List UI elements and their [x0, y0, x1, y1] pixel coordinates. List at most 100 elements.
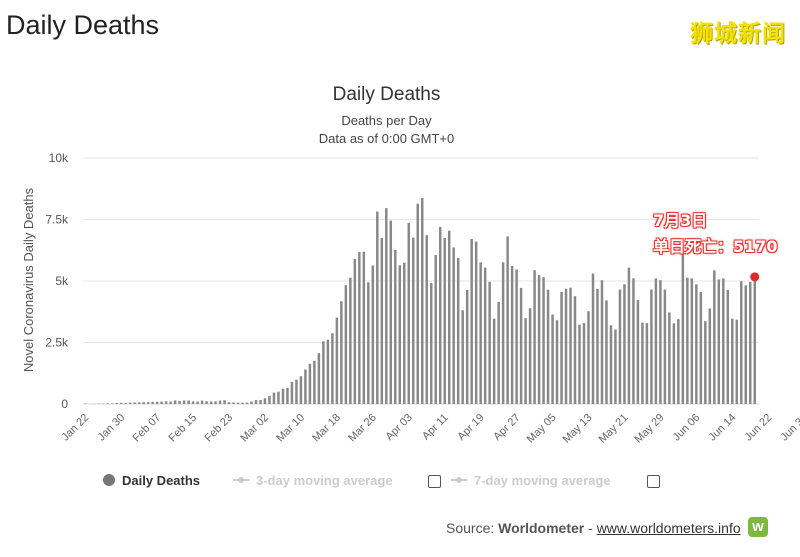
bar[interactable]: [344, 285, 348, 404]
bar[interactable]: [236, 402, 240, 404]
bar[interactable]: [182, 400, 186, 404]
bar[interactable]: [295, 379, 298, 404]
bar[interactable]: [519, 287, 523, 404]
bar[interactable]: [569, 287, 572, 404]
bar[interactable]: [537, 275, 541, 404]
bar[interactable]: [191, 401, 195, 404]
bar[interactable]: [699, 291, 703, 404]
bar[interactable]: [277, 391, 280, 404]
bar[interactable]: [367, 282, 370, 404]
bar[interactable]: [470, 238, 473, 404]
bar[interactable]: [403, 262, 406, 404]
bar[interactable]: [524, 318, 527, 404]
bar[interactable]: [380, 237, 384, 404]
bar[interactable]: [618, 289, 622, 404]
bar[interactable]: [474, 241, 478, 404]
bar[interactable]: [299, 376, 303, 404]
bar[interactable]: [717, 279, 721, 404]
bar[interactable]: [483, 267, 487, 404]
bar[interactable]: [245, 402, 249, 404]
bar[interactable]: [421, 198, 424, 404]
bar[interactable]: [645, 323, 649, 404]
bar[interactable]: [187, 400, 190, 404]
bar[interactable]: [223, 400, 226, 404]
bar[interactable]: [349, 277, 352, 404]
bar[interactable]: [128, 402, 132, 404]
bar[interactable]: [650, 289, 653, 404]
bar[interactable]: [551, 314, 554, 404]
bar[interactable]: [205, 401, 208, 404]
bar[interactable]: [722, 278, 725, 404]
bar[interactable]: [663, 289, 667, 404]
bar[interactable]: [169, 401, 172, 404]
bar[interactable]: [636, 300, 640, 404]
bar[interactable]: [623, 284, 626, 404]
bar[interactable]: [371, 265, 375, 404]
bar[interactable]: [362, 251, 366, 404]
bar[interactable]: [254, 400, 258, 404]
bar[interactable]: [385, 208, 388, 404]
bar[interactable]: [313, 360, 316, 404]
bar[interactable]: [353, 258, 357, 404]
bar[interactable]: [614, 329, 617, 404]
bar[interactable]: [492, 318, 496, 404]
bar[interactable]: [438, 226, 442, 404]
bar[interactable]: [672, 323, 676, 404]
bar[interactable]: [627, 267, 631, 404]
bar[interactable]: [398, 265, 402, 404]
bar[interactable]: [686, 277, 689, 404]
bar[interactable]: [456, 257, 460, 404]
bar[interactable]: [501, 262, 505, 404]
legend-item-3day-average[interactable]: 3-day moving average: [233, 470, 393, 490]
bar[interactable]: [434, 255, 437, 404]
bar[interactable]: [506, 236, 509, 404]
bar[interactable]: [704, 321, 707, 404]
bar[interactable]: [155, 401, 159, 404]
bar[interactable]: [263, 398, 267, 404]
bar[interactable]: [497, 301, 500, 404]
bar[interactable]: [209, 401, 213, 404]
bar[interactable]: [218, 400, 222, 404]
bar[interactable]: [600, 280, 604, 404]
bar[interactable]: [515, 269, 518, 404]
bar[interactable]: [160, 401, 163, 404]
bar[interactable]: [465, 289, 469, 404]
bar[interactable]: [587, 311, 590, 404]
bar[interactable]: [735, 319, 739, 404]
bar[interactable]: [533, 270, 536, 404]
bar[interactable]: [304, 369, 307, 404]
bar[interactable]: [564, 288, 568, 404]
bar[interactable]: [582, 323, 586, 404]
bar[interactable]: [232, 402, 235, 404]
bar[interactable]: [164, 401, 168, 404]
bar[interactable]: [335, 317, 339, 404]
bar[interactable]: [286, 387, 289, 404]
bar[interactable]: [272, 392, 276, 404]
bar[interactable]: [142, 402, 145, 404]
bar[interactable]: [331, 333, 334, 404]
bar[interactable]: [259, 400, 262, 404]
bar[interactable]: [447, 230, 451, 404]
bar[interactable]: [317, 353, 321, 404]
bar[interactable]: [173, 400, 177, 404]
bar[interactable]: [542, 277, 545, 404]
bar[interactable]: [560, 291, 563, 404]
bar[interactable]: [659, 280, 662, 404]
bar[interactable]: [708, 308, 712, 404]
bar[interactable]: [358, 252, 361, 404]
bar[interactable]: [555, 320, 559, 404]
bar[interactable]: [726, 289, 730, 404]
bar[interactable]: [681, 251, 685, 404]
bar[interactable]: [137, 402, 141, 404]
bar[interactable]: [591, 273, 595, 404]
highlight-point[interactable]: [750, 272, 760, 282]
bar[interactable]: [227, 402, 231, 404]
bar[interactable]: [713, 270, 716, 404]
bar[interactable]: [214, 401, 217, 404]
bar[interactable]: [605, 300, 608, 404]
bar[interactable]: [151, 401, 154, 404]
legend-item-daily-deaths[interactable]: Daily Deaths: [103, 470, 200, 490]
bar[interactable]: [133, 402, 136, 404]
bar[interactable]: [461, 310, 464, 404]
bar[interactable]: [250, 401, 253, 404]
